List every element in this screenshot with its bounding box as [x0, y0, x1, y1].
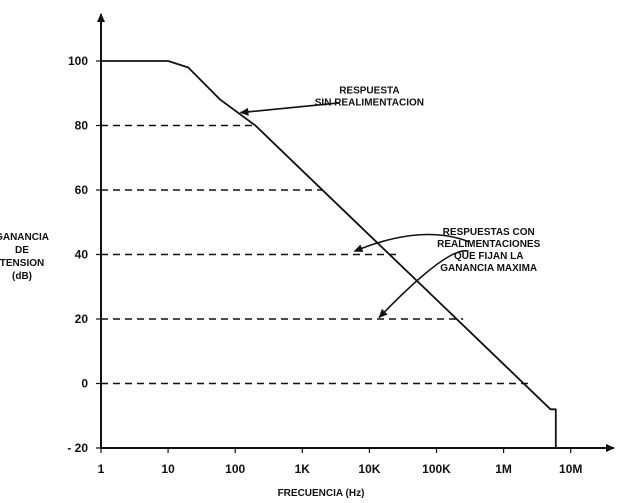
x-tick-label: 10K: [358, 462, 380, 476]
annotation-line: GANANCIA MAXIMA: [440, 263, 537, 274]
y-tick-label: - 20: [67, 441, 88, 455]
annotations: RESPUESTA SIN REALIMENTACION RESPUESTAS CO…: [239, 85, 541, 319]
y-axis-label-line: DE: [15, 245, 29, 256]
y-axis-label-line: GANANCIA: [0, 232, 49, 243]
annotation-text-1: RESPUESTAS CON REALIMENTACIONES QUE FIJAN …: [437, 227, 540, 274]
x-tick-label: 1K: [295, 462, 311, 476]
y-tick-label: 80: [75, 119, 89, 133]
annotation-line: SIN REALIMENTACION: [315, 97, 424, 108]
annotation-line: RESPUESTAS CON: [443, 227, 535, 238]
y-axis-label: GANANCIA DE TENSION (dB): [0, 232, 49, 282]
axes: [97, 13, 615, 452]
x-tick-label: 100: [225, 462, 245, 476]
x-axis-label: FRECUENCIA (Hz): [278, 488, 365, 499]
y-tick-label: 0: [81, 377, 88, 391]
annotation-arrow: [239, 102, 339, 116]
x-tick-label: 1M: [495, 462, 512, 476]
annotation-line: QUE FIJAN LA: [454, 251, 523, 262]
series-layer: [101, 60, 557, 448]
annotation-line: REALIMENTACIONES: [437, 239, 540, 250]
y-tick-label: 100: [68, 54, 88, 68]
y-tick-label: 40: [75, 248, 89, 262]
ticks-layer: 1 10 100 1K 10K 100K 1M 10M 100 80 60 40 20 0 - 20: [67, 54, 582, 476]
x-tick-label: 10: [161, 462, 175, 476]
x-tick-label: 1: [98, 462, 105, 476]
y-axis-label-line: (dB): [12, 271, 32, 282]
y-tick-label: 60: [75, 183, 89, 197]
open-loop-response-line: [101, 60, 557, 448]
annotation-line: RESPUESTA: [339, 85, 399, 96]
x-tick-label: 10M: [559, 462, 582, 476]
x-tick-label: 100K: [422, 462, 451, 476]
y-axis-label-line: TENSION: [0, 258, 44, 269]
annotation-arrow: [353, 233, 469, 253]
annotation-text-0: RESPUESTA SIN REALIMENTACION: [315, 85, 424, 108]
annotation-arrow: [378, 250, 469, 319]
y-tick-label: 20: [75, 312, 89, 326]
